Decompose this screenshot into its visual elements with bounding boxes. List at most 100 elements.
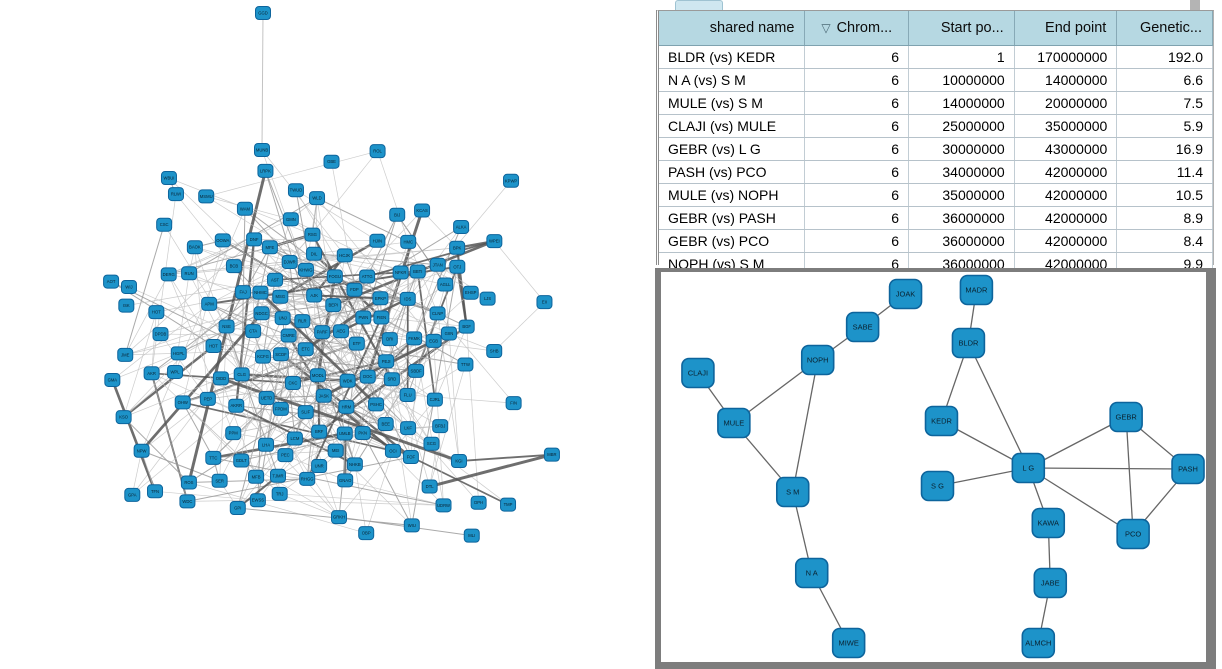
node[interactable]: UNR — [311, 459, 328, 474]
network-edge[interactable] — [302, 298, 408, 322]
node[interactable]: HDT — [205, 338, 222, 353]
network-edge[interactable] — [126, 279, 276, 306]
node[interactable]: UDRW — [435, 498, 452, 513]
network-edge[interactable] — [237, 507, 412, 526]
small-network-canvas[interactable]: JOAK SABE NOPH CLAJI MULE S M N A MIWE MADR BLDR K… — [661, 272, 1206, 662]
node[interactable]: UNJ — [274, 311, 291, 326]
node[interactable]: FKMK — [406, 331, 423, 346]
node-miwe[interactable]: MIWE — [831, 627, 866, 659]
network-edge[interactable] — [124, 224, 165, 356]
node[interactable]: LKF — [400, 421, 417, 436]
node[interactable]: WDK — [339, 373, 356, 388]
network-edge[interactable] — [444, 284, 460, 462]
network-edge[interactable] — [257, 499, 444, 506]
node[interactable]: KGI — [450, 454, 467, 469]
node[interactable]: EII — [536, 295, 553, 310]
node[interactable]: GNAO — [337, 473, 354, 488]
node-sm[interactable]: S M — [775, 476, 810, 508]
network-edge[interactable] — [316, 198, 334, 306]
node[interactable]: EWSS — [249, 493, 266, 508]
table-row[interactable]: N A (vs) S M 6 10000000 14000000 6.6 — [659, 69, 1213, 92]
node[interactable]: FOF — [402, 450, 419, 465]
network-edge[interactable] — [213, 457, 444, 506]
node[interactable]: PSHC — [368, 397, 385, 412]
network-edge[interactable] — [295, 190, 323, 333]
network-edge[interactable] — [279, 239, 379, 298]
node[interactable]: ETF — [348, 336, 365, 351]
network-edge[interactable] — [194, 247, 243, 375]
node[interactable]: TTW — [457, 357, 474, 372]
network-edge[interactable] — [122, 345, 215, 419]
network-edge[interactable] — [141, 450, 220, 482]
node[interactable]: ETC — [297, 342, 314, 357]
table-row[interactable]: MULE (vs) S M 6 14000000 20000000 7.5 — [659, 92, 1213, 115]
node-jabe[interactable]: JABE — [1033, 567, 1068, 599]
node[interactable]: HRM — [338, 399, 355, 414]
node[interactable]: RHGG — [299, 471, 316, 486]
node-bldr[interactable]: BLDR — [951, 327, 986, 359]
network-edge[interactable] — [182, 240, 224, 403]
node[interactable]: RUN — [181, 266, 198, 281]
network-edge[interactable] — [385, 361, 413, 526]
node[interactable]: ROL — [369, 144, 386, 159]
network-edge[interactable] — [345, 479, 444, 506]
node[interactable]: NPW — [133, 443, 150, 458]
node[interactable]: MEI — [327, 443, 344, 458]
node[interactable]: NSE — [218, 319, 235, 334]
node[interactable]: NHKB — [346, 457, 363, 472]
node[interactable]: PEP — [199, 391, 216, 406]
node[interactable]: HJIN — [369, 233, 386, 248]
network-edge[interactable] — [255, 411, 306, 477]
network-edge[interactable] — [314, 294, 381, 300]
node[interactable]: ISK — [118, 298, 135, 313]
node[interactable]: TRJ — [271, 486, 288, 501]
node[interactable]: OHW — [174, 395, 191, 410]
node[interactable]: DRI — [381, 332, 398, 347]
network-edge[interactable] — [1125, 416, 1134, 535]
node[interactable]: OCI — [384, 443, 401, 458]
node[interactable]: LHA — [258, 437, 275, 452]
node[interactable]: KPWP — [503, 173, 520, 188]
network-edge[interactable] — [279, 493, 444, 506]
node[interactable]: CJRL — [426, 392, 443, 407]
network-edge[interactable] — [314, 241, 409, 255]
network-edge[interactable] — [206, 196, 336, 277]
node-almch[interactable]: ALMCH — [1021, 627, 1056, 659]
network-edge[interactable] — [321, 331, 394, 452]
network-edge[interactable] — [241, 296, 281, 375]
table-row[interactable]: GEBR (vs) L G 6 30000000 43000000 16.9 — [659, 138, 1213, 161]
node[interactable]: RLR — [294, 314, 311, 329]
node[interactable]: SBDF — [408, 363, 425, 378]
node[interactable]: OBP — [358, 526, 375, 541]
table-row[interactable]: BLDR (vs) KEDR 6 1 170000000 192.0 — [659, 46, 1213, 69]
network-edge[interactable] — [262, 356, 320, 432]
network-edge[interactable] — [338, 399, 436, 518]
network-edge[interactable] — [967, 342, 1029, 469]
network-edge[interactable] — [241, 374, 340, 518]
node[interactable]: ROS — [180, 475, 197, 490]
network-edge[interactable] — [456, 266, 468, 327]
node[interactable]: HGPL — [170, 346, 187, 361]
network-edge[interactable] — [237, 397, 268, 509]
small-network-panel[interactable]: JOAK SABE NOPH CLAJI MULE S M N A MIWE MADR BLDR K… — [655, 268, 1216, 669]
tab-fragment[interactable] — [675, 0, 723, 10]
network-edge[interactable] — [206, 150, 378, 197]
node[interactable]: FIN — [505, 396, 522, 411]
node[interactable]: GMA — [104, 372, 121, 387]
column-header-end-point[interactable]: End point — [1015, 11, 1118, 45]
node[interactable]: UETD — [258, 391, 275, 406]
node[interactable]: JTAN — [429, 257, 446, 272]
network-edge[interactable] — [494, 240, 545, 303]
network-edge[interactable] — [123, 416, 190, 483]
node[interactable]: FAJ — [235, 285, 252, 300]
node[interactable]: NDGC — [253, 306, 270, 321]
node[interactable]: FDP — [346, 282, 363, 297]
node[interactable]: MBR — [543, 447, 560, 462]
node[interactable]: GIIN — [440, 326, 457, 341]
node[interactable]: BEPI — [325, 298, 342, 313]
node[interactable]: KCFG — [255, 349, 272, 364]
network-edge[interactable] — [141, 398, 209, 452]
node[interactable]: BEE — [377, 417, 394, 432]
node[interactable]: AJK — [306, 288, 323, 303]
node[interactable]: MODL — [309, 368, 326, 383]
